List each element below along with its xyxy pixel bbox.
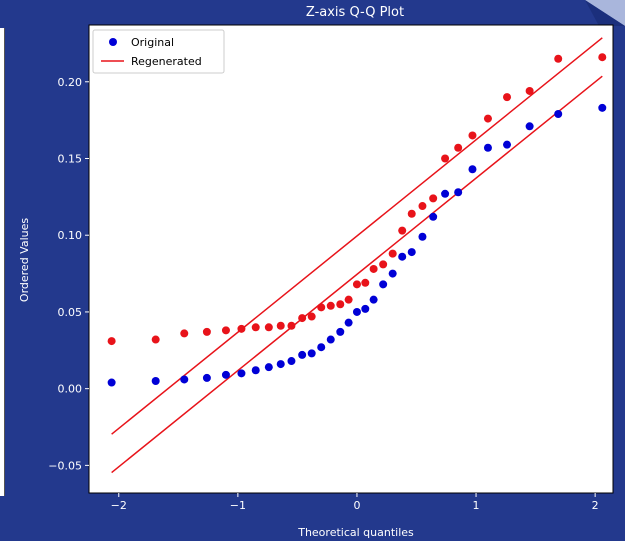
- point-regenerated: [287, 321, 296, 330]
- x-axis-ticks: −2 −1 0 1 2: [111, 493, 599, 512]
- point-original: [454, 188, 463, 197]
- point-regenerated: [298, 314, 307, 323]
- point-regenerated: [525, 86, 534, 95]
- point-original: [398, 252, 407, 261]
- point-original: [407, 248, 416, 257]
- point-regenerated: [107, 337, 116, 346]
- y-tick-label: 0.20: [58, 76, 83, 89]
- point-regenerated: [388, 249, 397, 258]
- point-regenerated: [554, 54, 563, 63]
- point-regenerated: [151, 335, 160, 344]
- point-regenerated: [398, 226, 407, 235]
- point-regenerated: [344, 295, 353, 304]
- point-original: [344, 318, 353, 327]
- point-original: [503, 140, 512, 149]
- point-regenerated: [441, 154, 450, 163]
- point-regenerated: [202, 327, 211, 336]
- legend-label-original: Original: [131, 36, 174, 49]
- point-regenerated: [237, 324, 246, 333]
- point-original: [180, 375, 189, 384]
- fit-line-original: [111, 75, 603, 474]
- point-original: [326, 335, 335, 344]
- point-regenerated: [336, 300, 345, 309]
- point-regenerated: [361, 278, 370, 287]
- y-tick-label: 0.00: [58, 383, 83, 396]
- point-original: [554, 109, 563, 118]
- plot-area: [88, 24, 614, 494]
- point-regenerated: [180, 329, 189, 338]
- point-original: [369, 295, 378, 304]
- point-original: [361, 304, 370, 313]
- point-regenerated: [251, 323, 260, 332]
- point-original: [468, 165, 477, 174]
- legend-marker-original: [109, 38, 117, 46]
- y-axis-label: Ordered Values: [18, 218, 31, 302]
- point-original: [336, 327, 345, 336]
- point-original: [379, 280, 388, 289]
- point-regenerated: [264, 323, 273, 332]
- y-axis-ticks: −0.05 0.00 0.05 0.10 0.15 0.20: [48, 76, 89, 472]
- point-original: [307, 349, 316, 358]
- point-regenerated: [326, 301, 335, 310]
- point-regenerated: [221, 326, 230, 335]
- point-original: [441, 189, 450, 198]
- point-regenerated: [276, 321, 285, 330]
- fit-lines: [111, 37, 603, 474]
- point-original: [388, 269, 397, 278]
- y-tick-label: 0.15: [58, 152, 83, 165]
- point-regenerated: [503, 93, 512, 102]
- point-original: [418, 232, 427, 241]
- fit-line-regenerated: [111, 37, 603, 435]
- y-tick-label: 0.05: [58, 306, 83, 319]
- point-original: [352, 307, 361, 316]
- point-original: [483, 143, 492, 152]
- point-original: [525, 122, 534, 131]
- x-tick-label: 1: [473, 499, 480, 512]
- corner-fold-decoration: [585, 0, 625, 26]
- point-original: [298, 350, 307, 359]
- point-original: [251, 366, 260, 375]
- point-original: [202, 373, 211, 382]
- point-original: [221, 370, 230, 379]
- point-regenerated: [379, 260, 388, 269]
- legend: Original Regenerated: [92, 29, 225, 74]
- point-regenerated: [429, 194, 438, 203]
- point-regenerated: [352, 280, 361, 289]
- legend-box: [92, 29, 225, 74]
- point-original: [237, 369, 246, 378]
- chart-title: Z-axis Q-Q Plot: [306, 5, 404, 20]
- point-original: [276, 360, 285, 369]
- x-tick-label: −2: [111, 499, 127, 512]
- point-original: [107, 378, 116, 387]
- x-tick-label: 0: [353, 499, 360, 512]
- y-tick-label: 0.10: [58, 229, 83, 242]
- point-original: [598, 103, 607, 112]
- point-original: [264, 363, 273, 372]
- point-original: [429, 212, 438, 221]
- point-regenerated: [407, 209, 416, 218]
- point-regenerated: [418, 202, 427, 211]
- point-original: [317, 343, 326, 352]
- x-tick-label: 2: [592, 499, 599, 512]
- point-regenerated: [317, 303, 326, 312]
- point-regenerated: [454, 143, 463, 152]
- point-regenerated: [369, 264, 378, 273]
- x-tick-label: −1: [230, 499, 246, 512]
- point-regenerated: [468, 131, 477, 140]
- legend-label-regenerated: Regenerated: [131, 55, 202, 68]
- point-regenerated: [307, 312, 316, 321]
- data-points: [107, 53, 607, 387]
- point-regenerated: [483, 114, 492, 123]
- x-axis-label: Theoretical quantiles: [297, 526, 414, 539]
- point-original: [287, 357, 296, 366]
- point-regenerated: [598, 53, 607, 62]
- y-tick-label: −0.05: [48, 459, 82, 472]
- point-original: [151, 376, 160, 385]
- left-panel-edge: [0, 28, 5, 496]
